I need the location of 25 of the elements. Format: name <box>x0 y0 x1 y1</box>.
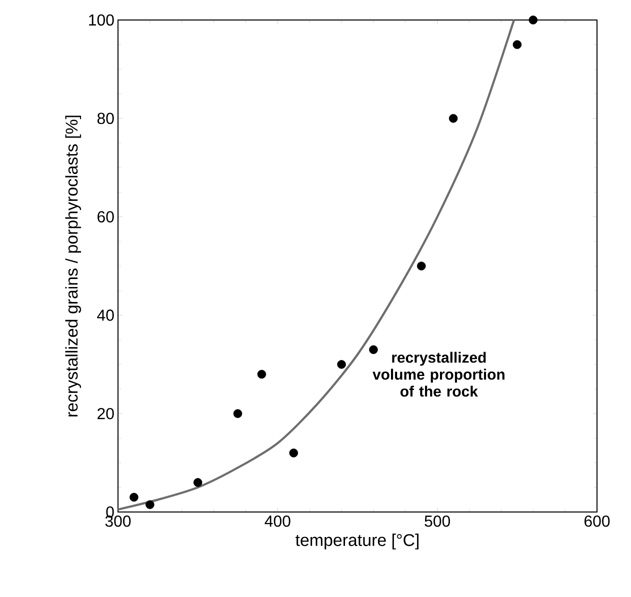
x-tick-label: 600 <box>584 516 610 527</box>
y-tick-label: 20 <box>98 408 114 420</box>
point <box>193 478 202 487</box>
line-series <box>116 18 516 511</box>
point <box>528 16 538 24</box>
y-tick-label: 40 <box>97 310 114 321</box>
y-tick-label: 100 <box>89 14 114 26</box>
x-tick-label: 500 <box>424 516 450 527</box>
point <box>416 262 426 270</box>
point <box>233 409 242 418</box>
x-tick-label: 300 <box>105 516 131 527</box>
point <box>337 360 346 369</box>
annotation: recrystallized volume proportion of the rock <box>372 352 504 397</box>
y-tick-label: 60 <box>98 211 114 222</box>
y-axis-title: recrystallized grains / porphyroclasts [%] <box>65 116 82 416</box>
point <box>512 40 522 49</box>
point <box>146 500 154 510</box>
y-tick-label: 80 <box>97 112 114 124</box>
point <box>130 492 138 502</box>
point <box>289 448 298 458</box>
x-tick-label: 400 <box>264 516 290 527</box>
point <box>448 114 458 123</box>
x-axis-title: temperature [°C] <box>296 534 418 550</box>
point <box>257 370 266 379</box>
point <box>369 345 378 354</box>
